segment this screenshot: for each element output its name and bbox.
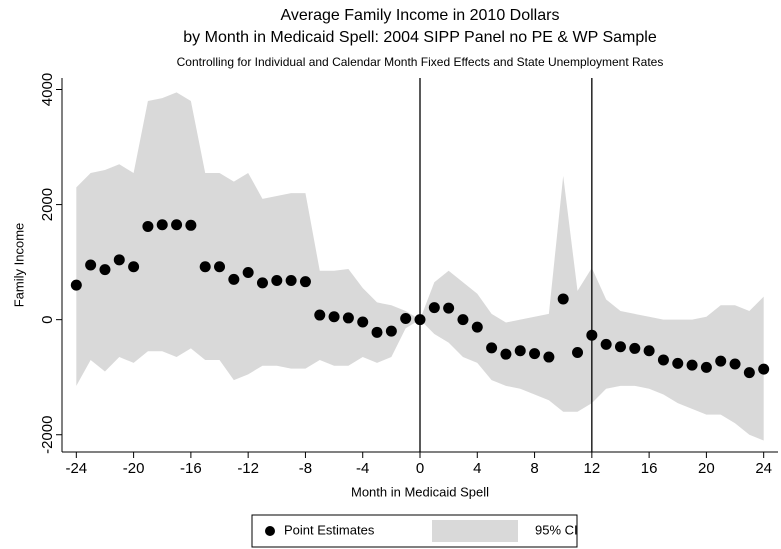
x-tick-label: -4 — [356, 460, 369, 477]
x-tick-label: 8 — [530, 460, 538, 477]
point — [715, 355, 727, 367]
point — [256, 277, 268, 289]
point — [743, 367, 755, 379]
legend-box — [251, 514, 578, 548]
point — [686, 359, 698, 371]
point — [457, 314, 469, 326]
y-tick-label: -2000 — [39, 416, 56, 454]
x-tick-label: 4 — [473, 460, 481, 477]
point — [614, 341, 626, 353]
x-tick-label: -8 — [299, 460, 312, 477]
point — [443, 302, 455, 314]
chart-subtitle: Controlling for Individual and Calendar … — [177, 55, 664, 69]
point — [600, 338, 612, 350]
chart-title: by Month in Medicaid Spell: 2004 SIPP Pa… — [183, 29, 657, 46]
legend-label: Point Estimates — [284, 522, 375, 537]
point — [672, 357, 684, 369]
x-tick-label: 20 — [698, 460, 715, 477]
legend-marker — [265, 526, 275, 536]
point — [371, 326, 383, 338]
point — [99, 264, 111, 276]
point — [529, 348, 541, 360]
point — [242, 266, 254, 278]
point — [385, 325, 397, 337]
x-tick-label: -16 — [180, 460, 202, 477]
y-tick-label: 2000 — [39, 188, 56, 221]
point — [214, 261, 226, 273]
point — [729, 358, 741, 370]
x-tick-label: 16 — [641, 460, 658, 477]
point — [85, 259, 97, 271]
x-tick-label: -12 — [237, 460, 259, 477]
x-tick-label: 0 — [416, 460, 424, 477]
point — [357, 316, 369, 328]
chart-title: Average Family Income in 2010 Dollars — [281, 7, 560, 24]
point — [142, 220, 154, 232]
point — [156, 219, 168, 231]
legend-swatch — [432, 520, 518, 542]
x-tick-label: 12 — [583, 460, 600, 477]
point — [199, 261, 211, 273]
point — [328, 311, 340, 323]
x-axis-label: Month in Medicaid Spell — [351, 484, 489, 499]
point — [700, 361, 712, 373]
point — [414, 314, 426, 326]
point — [629, 342, 641, 354]
x-tick-label: -20 — [123, 460, 145, 477]
point — [758, 363, 770, 375]
point — [514, 345, 526, 357]
point — [643, 345, 655, 357]
y-axis-label: Family Income — [11, 223, 26, 308]
point — [342, 312, 354, 324]
point — [500, 348, 512, 360]
point — [299, 276, 311, 288]
point — [128, 261, 140, 273]
point — [171, 219, 183, 231]
point — [113, 254, 125, 266]
point — [70, 279, 82, 291]
x-tick-label: -24 — [65, 460, 87, 477]
point — [486, 342, 498, 354]
point — [285, 275, 297, 287]
point — [543, 351, 555, 363]
point — [271, 275, 283, 287]
point — [557, 293, 569, 305]
y-tick-label: 4000 — [39, 73, 56, 106]
point — [657, 354, 669, 366]
point — [471, 321, 483, 333]
point — [400, 313, 412, 325]
point — [428, 302, 440, 314]
point — [185, 219, 197, 231]
point — [314, 309, 326, 321]
point — [228, 273, 240, 285]
x-tick-label: 24 — [755, 460, 772, 477]
point — [586, 329, 598, 341]
point — [572, 346, 584, 358]
y-tick-label: 0 — [39, 315, 56, 323]
legend-label: 95% CI — [535, 522, 578, 537]
